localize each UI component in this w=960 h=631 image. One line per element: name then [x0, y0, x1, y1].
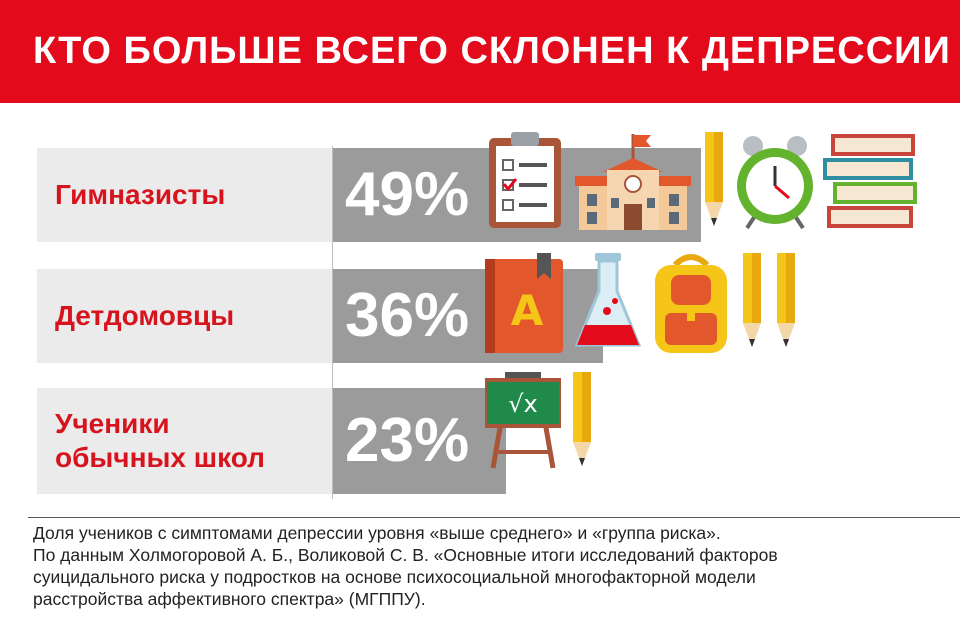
- svg-text:√x: √x: [508, 390, 538, 418]
- footnote-line: суицидального риска у подростков на осно…: [33, 567, 756, 587]
- footnote: Доля учеников с симптомами депрессии уро…: [33, 522, 933, 610]
- pencil-icon: [573, 372, 591, 466]
- school-building-icon: [575, 134, 691, 230]
- header-banner: КТО БОЛЬШЕ ВСЕГО СКЛОНЕН К ДЕПРЕССИИ: [0, 0, 960, 103]
- category-label-bg: [37, 388, 332, 494]
- value-label: 36%: [345, 281, 470, 350]
- pencil-icon: [705, 132, 723, 226]
- footnote-line: По данным Холмогоровой А. Б., Воликовой …: [33, 545, 778, 565]
- category-label-bg: [37, 269, 332, 363]
- value-label: 23%: [345, 406, 470, 475]
- footnote-line: Доля учеников с симптомами депрессии уро…: [33, 523, 721, 543]
- value-label: 49%: [345, 160, 470, 229]
- category-label: Ученики обычных школ: [55, 408, 265, 473]
- svg-text:A: A: [511, 286, 544, 335]
- backpack-icon: [655, 254, 727, 353]
- pencil-icon: [777, 253, 795, 347]
- category-label: Детдомовцы: [55, 300, 235, 331]
- chart-title: КТО БОЛЬШЕ ВСЕГО СКЛОНЕН К ДЕПРЕССИИ: [33, 30, 951, 72]
- category-label: Гимназисты: [55, 179, 226, 210]
- bar: [333, 388, 506, 494]
- pencil-icon: [743, 253, 761, 347]
- alphabet-book-icon: A: [485, 253, 563, 353]
- flask-icon: [574, 253, 642, 347]
- axis-line: [332, 146, 333, 499]
- category-label-bg: [37, 148, 332, 242]
- footnote-line: расстройства аффективного спектра» (МГПП…: [33, 589, 426, 609]
- footnote-divider: [28, 517, 960, 518]
- clipboard-icon: [489, 132, 561, 228]
- chalkboard-icon: √x: [485, 372, 561, 469]
- books-stack-icon: [823, 134, 917, 228]
- alarm-clock-icon: [737, 136, 813, 230]
